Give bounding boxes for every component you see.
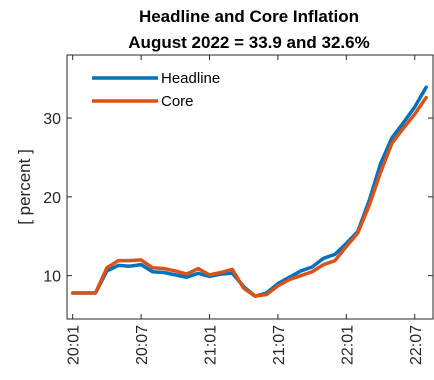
x-tick-label: 20:01 <box>66 325 83 365</box>
series-line-core <box>70 95 428 298</box>
chart-title-line-1: Headline and Core Inflation <box>139 7 359 26</box>
x-tick-label: 21:07 <box>271 325 288 365</box>
y-tick-label: 10 <box>43 269 61 286</box>
x-tick-label: 22:07 <box>408 325 425 365</box>
x-tick-label: 21:01 <box>203 325 220 365</box>
series-lines <box>70 85 428 298</box>
y-tick-label: 30 <box>43 111 61 128</box>
legend: Headline Core <box>78 63 220 110</box>
x-axis-ticks: 20:01 20:07 21:01 21:07 22:01 22:07 <box>66 55 425 365</box>
x-tick-label: 22:01 <box>339 325 356 365</box>
chart-title-line-2: August 2022 = 33.9 and 32.6% <box>128 33 369 52</box>
y-axis-ticks: 10 20 30 <box>43 111 433 286</box>
y-axis-label: [ percent ] <box>15 149 34 225</box>
y-tick-label: 20 <box>43 190 61 207</box>
legend-label-core: Core <box>161 93 194 110</box>
x-tick-label: 20:07 <box>134 325 151 365</box>
legend-label-headline: Headline <box>161 70 220 87</box>
